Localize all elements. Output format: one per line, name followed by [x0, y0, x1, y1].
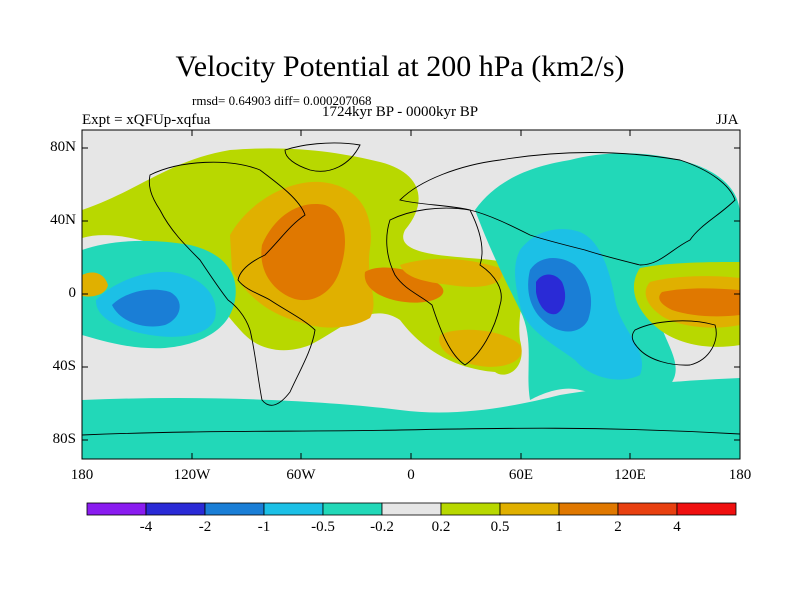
lon-label-180e: 180: [728, 467, 752, 483]
coastlines: [82, 142, 740, 436]
colorbar-box: [204, 502, 265, 516]
lon-label-60w: 60W: [286, 467, 316, 483]
colorbar-label: 4: [673, 519, 681, 535]
colorbar-box: [440, 502, 501, 516]
colorbar-box: [499, 502, 560, 516]
period-label: 1724kyr BP - 0000kyr BP: [322, 104, 479, 120]
australia-outline: [631, 320, 717, 366]
contour-field: [82, 130, 740, 459]
map-title: Velocity Potential at 200 hPa (km2/s): [175, 50, 625, 83]
positive-core-west-pacific: [659, 288, 740, 317]
greenland-outline: [284, 142, 361, 172]
colorbar-box: [676, 502, 737, 516]
colorbar-box: [322, 502, 383, 516]
colorbar-box: [617, 502, 678, 516]
colorbar-label: -0.5: [311, 519, 335, 535]
lat-label-80n: 80N: [50, 139, 76, 155]
antarctica-outline: [82, 427, 740, 436]
colorbar-box: [86, 502, 147, 516]
eurasia-outline: [399, 152, 736, 266]
lat-label-0: 0: [68, 285, 77, 301]
negative-region-southern-ocean: [82, 378, 740, 459]
stats-line: rmsd= 0.64903 diff= 0.000207068: [192, 93, 372, 108]
colorbar-label: 1: [555, 519, 563, 535]
colorbar-box: [263, 502, 324, 516]
colorbar-box: [381, 502, 442, 516]
colorbar-label: 2: [614, 519, 622, 535]
season-label: JJA: [716, 112, 739, 128]
lat-label-80s: 80S: [52, 431, 76, 447]
colorbar-label: -2: [198, 519, 212, 535]
lat-label-40n: 40N: [50, 212, 76, 228]
lat-label-40s: 40S: [52, 358, 76, 374]
lon-label-60e: 60E: [508, 467, 534, 483]
negative-core-pacific: [112, 289, 180, 327]
colorbar-label: -4: [139, 519, 153, 535]
colorbar-box: [558, 502, 619, 516]
colorbar-label: -1: [257, 519, 271, 535]
colorbar-box: [145, 502, 206, 516]
colorbar: [86, 502, 737, 516]
colorbar-label: 0.2: [431, 519, 451, 535]
lon-label-180w: 180: [70, 467, 94, 483]
experiment-label: Expt = xQFUp-xqfua: [82, 112, 211, 128]
negative-peak-indian: [536, 274, 566, 315]
americas-outline: [148, 161, 316, 406]
colorbar-label: -0.2: [370, 519, 394, 535]
positive-region-west-africa: [400, 258, 502, 287]
positive-region-date-line: [82, 272, 108, 297]
positive-core-atlantic: [261, 204, 345, 301]
colorbar-label: 0.5: [490, 519, 510, 535]
lon-label-0: 0: [407, 467, 415, 483]
axis-ticks: [81, 130, 741, 459]
positive-region-south-atlantic: [439, 329, 522, 367]
lon-label-120w: 120W: [173, 467, 211, 483]
lon-label-120e: 120E: [614, 467, 646, 483]
